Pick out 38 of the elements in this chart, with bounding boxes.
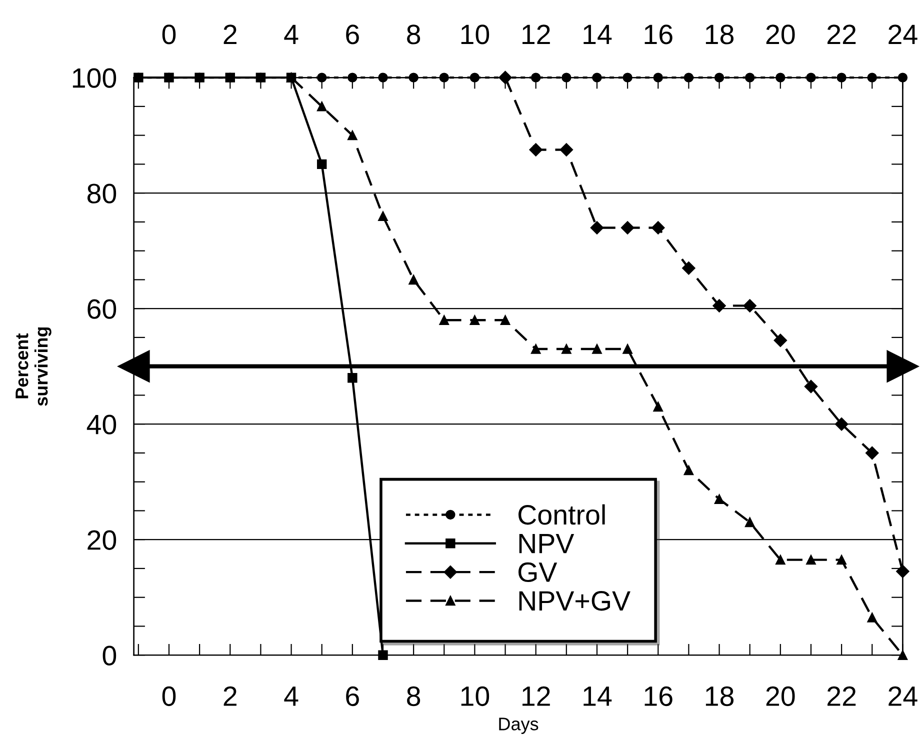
x2-tick-label: 22 [828, 24, 856, 44]
x-tick-label: 14 [584, 686, 612, 706]
x-axis-title: Days [499, 718, 538, 734]
x2-tick-label: 16 [644, 24, 672, 44]
x-tick-label: 22 [828, 686, 856, 706]
x2-tick-label: 14 [584, 24, 612, 44]
y-axis-title: Percent surviving [16, 327, 52, 406]
x-tick-label: 12 [522, 686, 550, 706]
x2-tick-label: 6 [346, 24, 359, 44]
legend-label: NPV+GV [519, 591, 630, 611]
legend-label: NPV [519, 534, 574, 554]
legend-label: GV [518, 562, 558, 582]
x2-tick-label: 18 [706, 24, 734, 44]
legend-label: Control [518, 504, 605, 525]
x-tick-label: 6 [346, 686, 359, 706]
x2-tick-label: 24 [888, 24, 918, 44]
x-tick-label: 20 [766, 686, 795, 706]
x-tick-label: 0 [162, 686, 176, 706]
y-tick-label: 80 [87, 184, 116, 204]
y-tick-label: 100 [72, 68, 116, 88]
y-tick-label: 60 [88, 299, 116, 319]
y-tick-label: 0 [102, 646, 116, 666]
x2-tick-label: 2 [224, 24, 236, 44]
x-tick-label: 18 [706, 686, 734, 706]
x-tick-label: 4 [284, 686, 298, 706]
x2-tick-label: 4 [284, 24, 298, 44]
x2-tick-label: 20 [766, 24, 795, 44]
x-tick-label: 2 [224, 686, 236, 706]
x-tick-label: 8 [407, 686, 420, 706]
x2-tick-label: 0 [162, 24, 176, 44]
x2-tick-label: 10 [461, 24, 490, 44]
x2-tick-label: 12 [522, 24, 550, 44]
x2-tick-label: 8 [407, 24, 420, 44]
y-tick-label: 40 [86, 414, 116, 434]
x-tick-label: 16 [644, 686, 672, 706]
y-tick-label: 20 [88, 530, 116, 550]
x-tick-label: 24 [888, 686, 918, 706]
x-tick-label: 10 [461, 686, 490, 706]
